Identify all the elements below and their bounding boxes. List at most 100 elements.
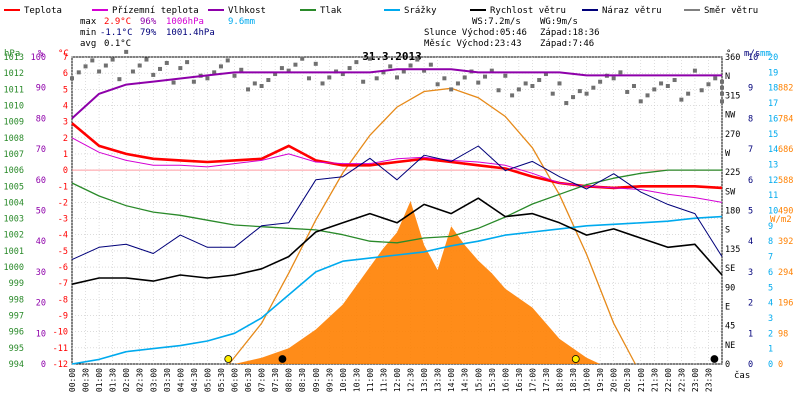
pct-tick-1: 90 [36,84,46,94]
c-tick-14: -7 [58,279,68,289]
pct-tick-7: 30 [36,268,46,278]
time-tick-0: 00:00 [68,368,77,392]
wind-direction-point-15-0 [476,80,481,85]
time-tick-5: 02:30 [136,368,145,392]
dir-tick-4: 270 [725,130,740,140]
time-tick-29: 14:30 [461,368,470,392]
wind-direction-point-0-2 [83,64,88,69]
stats-min-temp: -1.1°C [100,28,133,38]
time-tick-45: 22:30 [677,368,686,392]
c-tick-18: -11 [53,344,68,354]
wind-direction-point-14-1 [455,81,460,86]
hpa-tick-14: 999 [9,279,24,289]
hpa-tick-16: 997 [9,312,24,322]
hpa-tick-2: 1011 [4,85,24,95]
wind-direction-point-21-2 [652,87,657,92]
wind-direction-point-8-3 [306,76,311,81]
time-tick-15: 07:30 [271,368,280,392]
wind-direction-point-16-1 [510,93,515,98]
dir-tick-9: S [725,226,730,236]
time-tick-7: 03:30 [163,368,172,392]
wind-direction-point-23-1 [699,88,704,93]
time-tick-11: 05:30 [217,368,226,392]
pct-tick-6: 40 [36,237,46,247]
mm-tick-12: 8 [768,237,773,247]
wind-direction-point-13-0 [422,68,427,73]
wind-direction-point-7-1 [266,78,271,83]
dir-tick-12: 90 [725,283,735,293]
wind-direction-point-20-1 [618,70,623,75]
mm-tick-20: 0 [768,360,773,370]
mm-tick-19: 1 [768,345,773,355]
time-tick-17: 08:30 [298,368,307,392]
pct-unit: % [38,49,44,59]
wind-direction-point-3-1 [158,66,163,71]
mm-tick-5: 15 [768,130,778,140]
hpa-tick-15: 998 [9,295,24,305]
mm-tick-8: 12 [768,176,778,186]
time-tick-24: 12:00 [393,368,402,392]
time-tick-47: 23:30 [704,368,713,392]
time-tick-41: 20:30 [623,368,632,392]
dir-tick-13: E [725,302,730,312]
hpa-tick-3: 1010 [4,101,24,111]
dir-tick-11: SE [725,264,735,274]
wind-direction-point-12-1 [401,69,406,74]
theoretical-radiation-line [228,87,636,365]
stats-sun: Slunce Východ:05:46 [424,28,527,38]
time-tick-9: 04:30 [190,368,199,392]
time-tick-23: 11:30 [379,368,388,392]
pct-tick-2: 80 [36,114,46,124]
c-tick-7: 0 [63,166,68,176]
time-tick-42: 21:00 [637,368,646,392]
wind-direction-point-19-0 [584,91,589,96]
wm2-tick-6: 294 [778,268,793,278]
time-tick-19: 09:30 [325,368,334,392]
time-tick-31: 15:30 [488,368,497,392]
pct-tick-0: 100 [31,53,46,63]
wind-direction-point-0-1 [76,70,81,75]
time-tick-37: 18:30 [569,368,578,392]
time-tick-46: 23:00 [691,368,700,392]
wind-direction-point-22-3 [686,91,691,96]
wind-direction-point-6-0 [232,73,237,78]
time-tick-2: 01:00 [95,368,104,392]
time-tick-1: 00:30 [82,368,91,392]
time-tick-44: 22:00 [664,368,673,392]
wm2-tick-1: 784 [778,114,793,124]
ms-tick-3: 7 [748,145,753,155]
wind-direction-point-7-2 [273,72,278,77]
moonset-marker [278,355,287,363]
stats-max-hum: 96% [140,17,157,27]
stats-sun-set: Západ:18:36 [540,28,600,38]
wind-direction-point-24-2 [720,79,724,84]
wind-direction-point-9-1 [320,81,325,86]
legend-label-6: Náraz větru [602,6,662,16]
wind-direction-point-18-0 [557,81,562,86]
hpa-tick-17: 996 [9,328,24,338]
moonrise-marker [710,355,719,363]
time-tick-12: 06:00 [231,368,240,392]
dir-tick-2: 315 [725,91,740,101]
wind-direction-point-11-0 [367,56,372,61]
time-tick-28: 14:00 [447,368,456,392]
c-tick-0: 7 [63,53,68,63]
wind-direction-point-2-0 [124,49,129,54]
wm2-tick-3: 588 [778,176,793,186]
hpa-tick-18: 995 [9,344,24,354]
mm-tick-1: 19 [768,68,778,78]
wind-direction-point-0-0 [70,76,74,81]
ms-tick-7: 3 [748,268,753,278]
c-tick-8: -1 [58,182,68,192]
c-tick-11: -4 [58,231,68,241]
wind-direction-point-14-0 [449,87,454,92]
series-line-3 [71,169,722,244]
stats-max-label: max [80,17,97,27]
wm2-tick-8: 98 [778,329,788,339]
hpa-tick-11: 1002 [4,231,24,241]
wind-direction-point-6-3 [252,81,257,86]
wm2-tick-7: 196 [778,299,793,309]
wind-direction-point-4-2 [191,79,196,84]
wind-direction-point-8-2 [300,56,305,61]
wind-direction-point-22-0 [665,83,670,88]
